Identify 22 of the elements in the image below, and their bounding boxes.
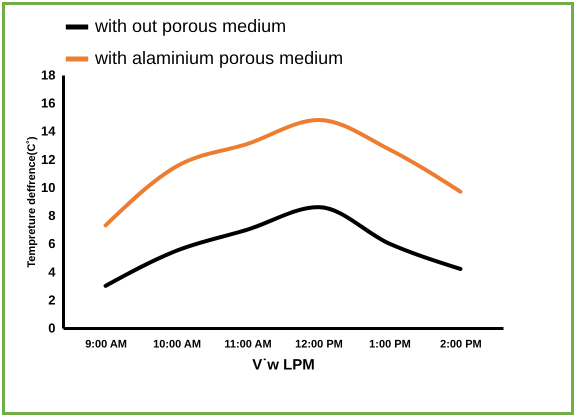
x-tick-label: 11:00 AM xyxy=(224,338,272,350)
line-series xyxy=(104,118,462,228)
y-tick-label: 10 xyxy=(41,180,56,195)
x-tick-label: 12:00 PM xyxy=(295,338,343,350)
y-tick-label: 8 xyxy=(48,208,56,224)
y-tick-label: 16 xyxy=(41,96,56,111)
x-tick-label: 1:00 PM xyxy=(369,338,411,350)
y-axis-title: Tempreture deffrence(C˚) xyxy=(26,136,38,268)
legend-label: with out porous medium xyxy=(94,16,286,36)
x-tick-label: 10:00 AM xyxy=(153,338,201,350)
y-tick-label: 2 xyxy=(48,292,56,308)
x-tick-label: 9:00 AM xyxy=(85,338,127,350)
x-axis-title: V˙w LPM xyxy=(252,356,315,374)
legend-label: with alaminium porous medium xyxy=(94,48,344,68)
y-tick-label: 18 xyxy=(41,68,56,82)
y-tick-label: 14 xyxy=(41,124,56,139)
y-tick-label: 12 xyxy=(41,152,56,167)
y-tick-label: 6 xyxy=(48,236,56,252)
x-tick-label: 2:00 PM xyxy=(440,338,482,350)
y-tick-label: 0 xyxy=(48,320,56,336)
y-tick-label: 4 xyxy=(48,264,56,280)
line-series xyxy=(104,205,462,288)
